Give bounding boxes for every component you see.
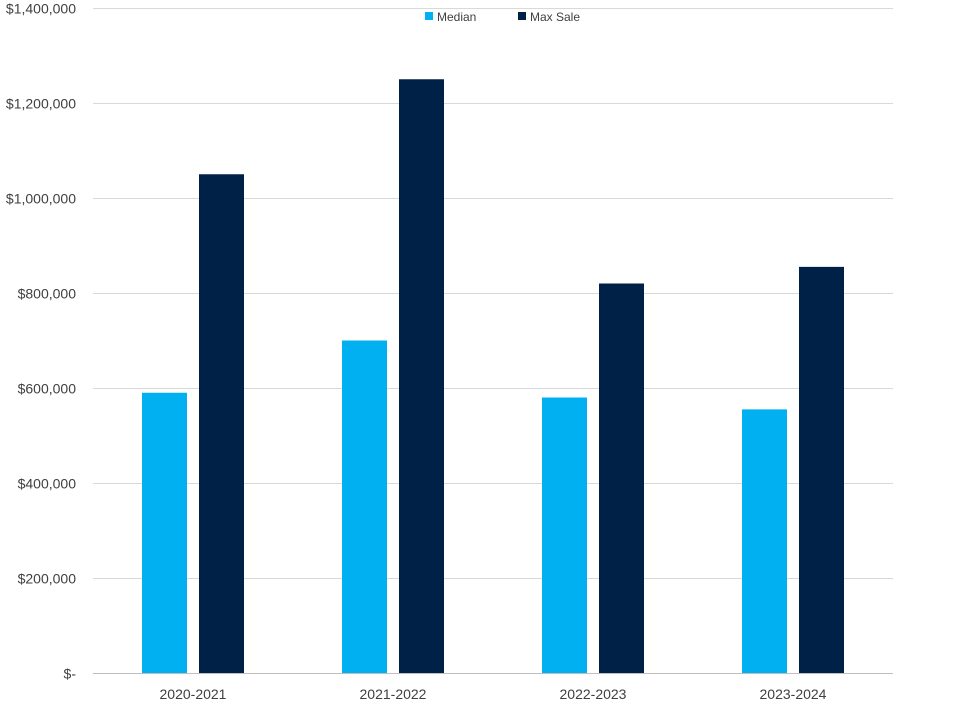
bar-median-2022-2023 xyxy=(542,397,587,673)
y-tick-label: $400,000 xyxy=(18,476,77,492)
legend: Median Max Sale xyxy=(425,10,580,24)
y-tick-label: $200,000 xyxy=(18,571,77,587)
legend-swatch-median xyxy=(425,12,433,20)
y-tick-label: $600,000 xyxy=(18,381,77,397)
y-tick-label: $1,200,000 xyxy=(6,96,76,112)
bar-median-2023-2024 xyxy=(742,409,787,673)
legend-label: Median xyxy=(437,10,476,24)
bar-median-2020-2021 xyxy=(142,392,187,673)
bars xyxy=(142,79,844,673)
y-tick-label: $1,000,000 xyxy=(6,191,76,207)
x-axis-category-labels: 2020-2021 2021-2022 2022-2023 2023-2024 xyxy=(160,686,827,702)
legend-label: Max Sale xyxy=(530,10,580,24)
y-axis-tick-labels: $- $200,000 $400,000 $600,000 $800,000 $1,000… xyxy=(6,1,76,682)
x-category-label: 2022-2023 xyxy=(560,686,627,702)
bar-max-sale-2022-2023 xyxy=(599,283,644,673)
y-tick-label: $800,000 xyxy=(18,286,77,302)
x-category-label: 2023-2024 xyxy=(760,686,827,702)
x-category-label: 2021-2022 xyxy=(360,686,427,702)
bar-median-2021-2022 xyxy=(342,340,387,673)
bar-max-sale-2023-2024 xyxy=(799,266,844,673)
y-tick-label: $1,400,000 xyxy=(6,1,76,17)
bar-max-sale-2020-2021 xyxy=(199,174,244,673)
y-tick-label: $- xyxy=(64,666,77,682)
legend-swatch-max-sale xyxy=(518,12,526,20)
x-category-label: 2020-2021 xyxy=(160,686,227,702)
bar-max-sale-2021-2022 xyxy=(399,79,444,673)
